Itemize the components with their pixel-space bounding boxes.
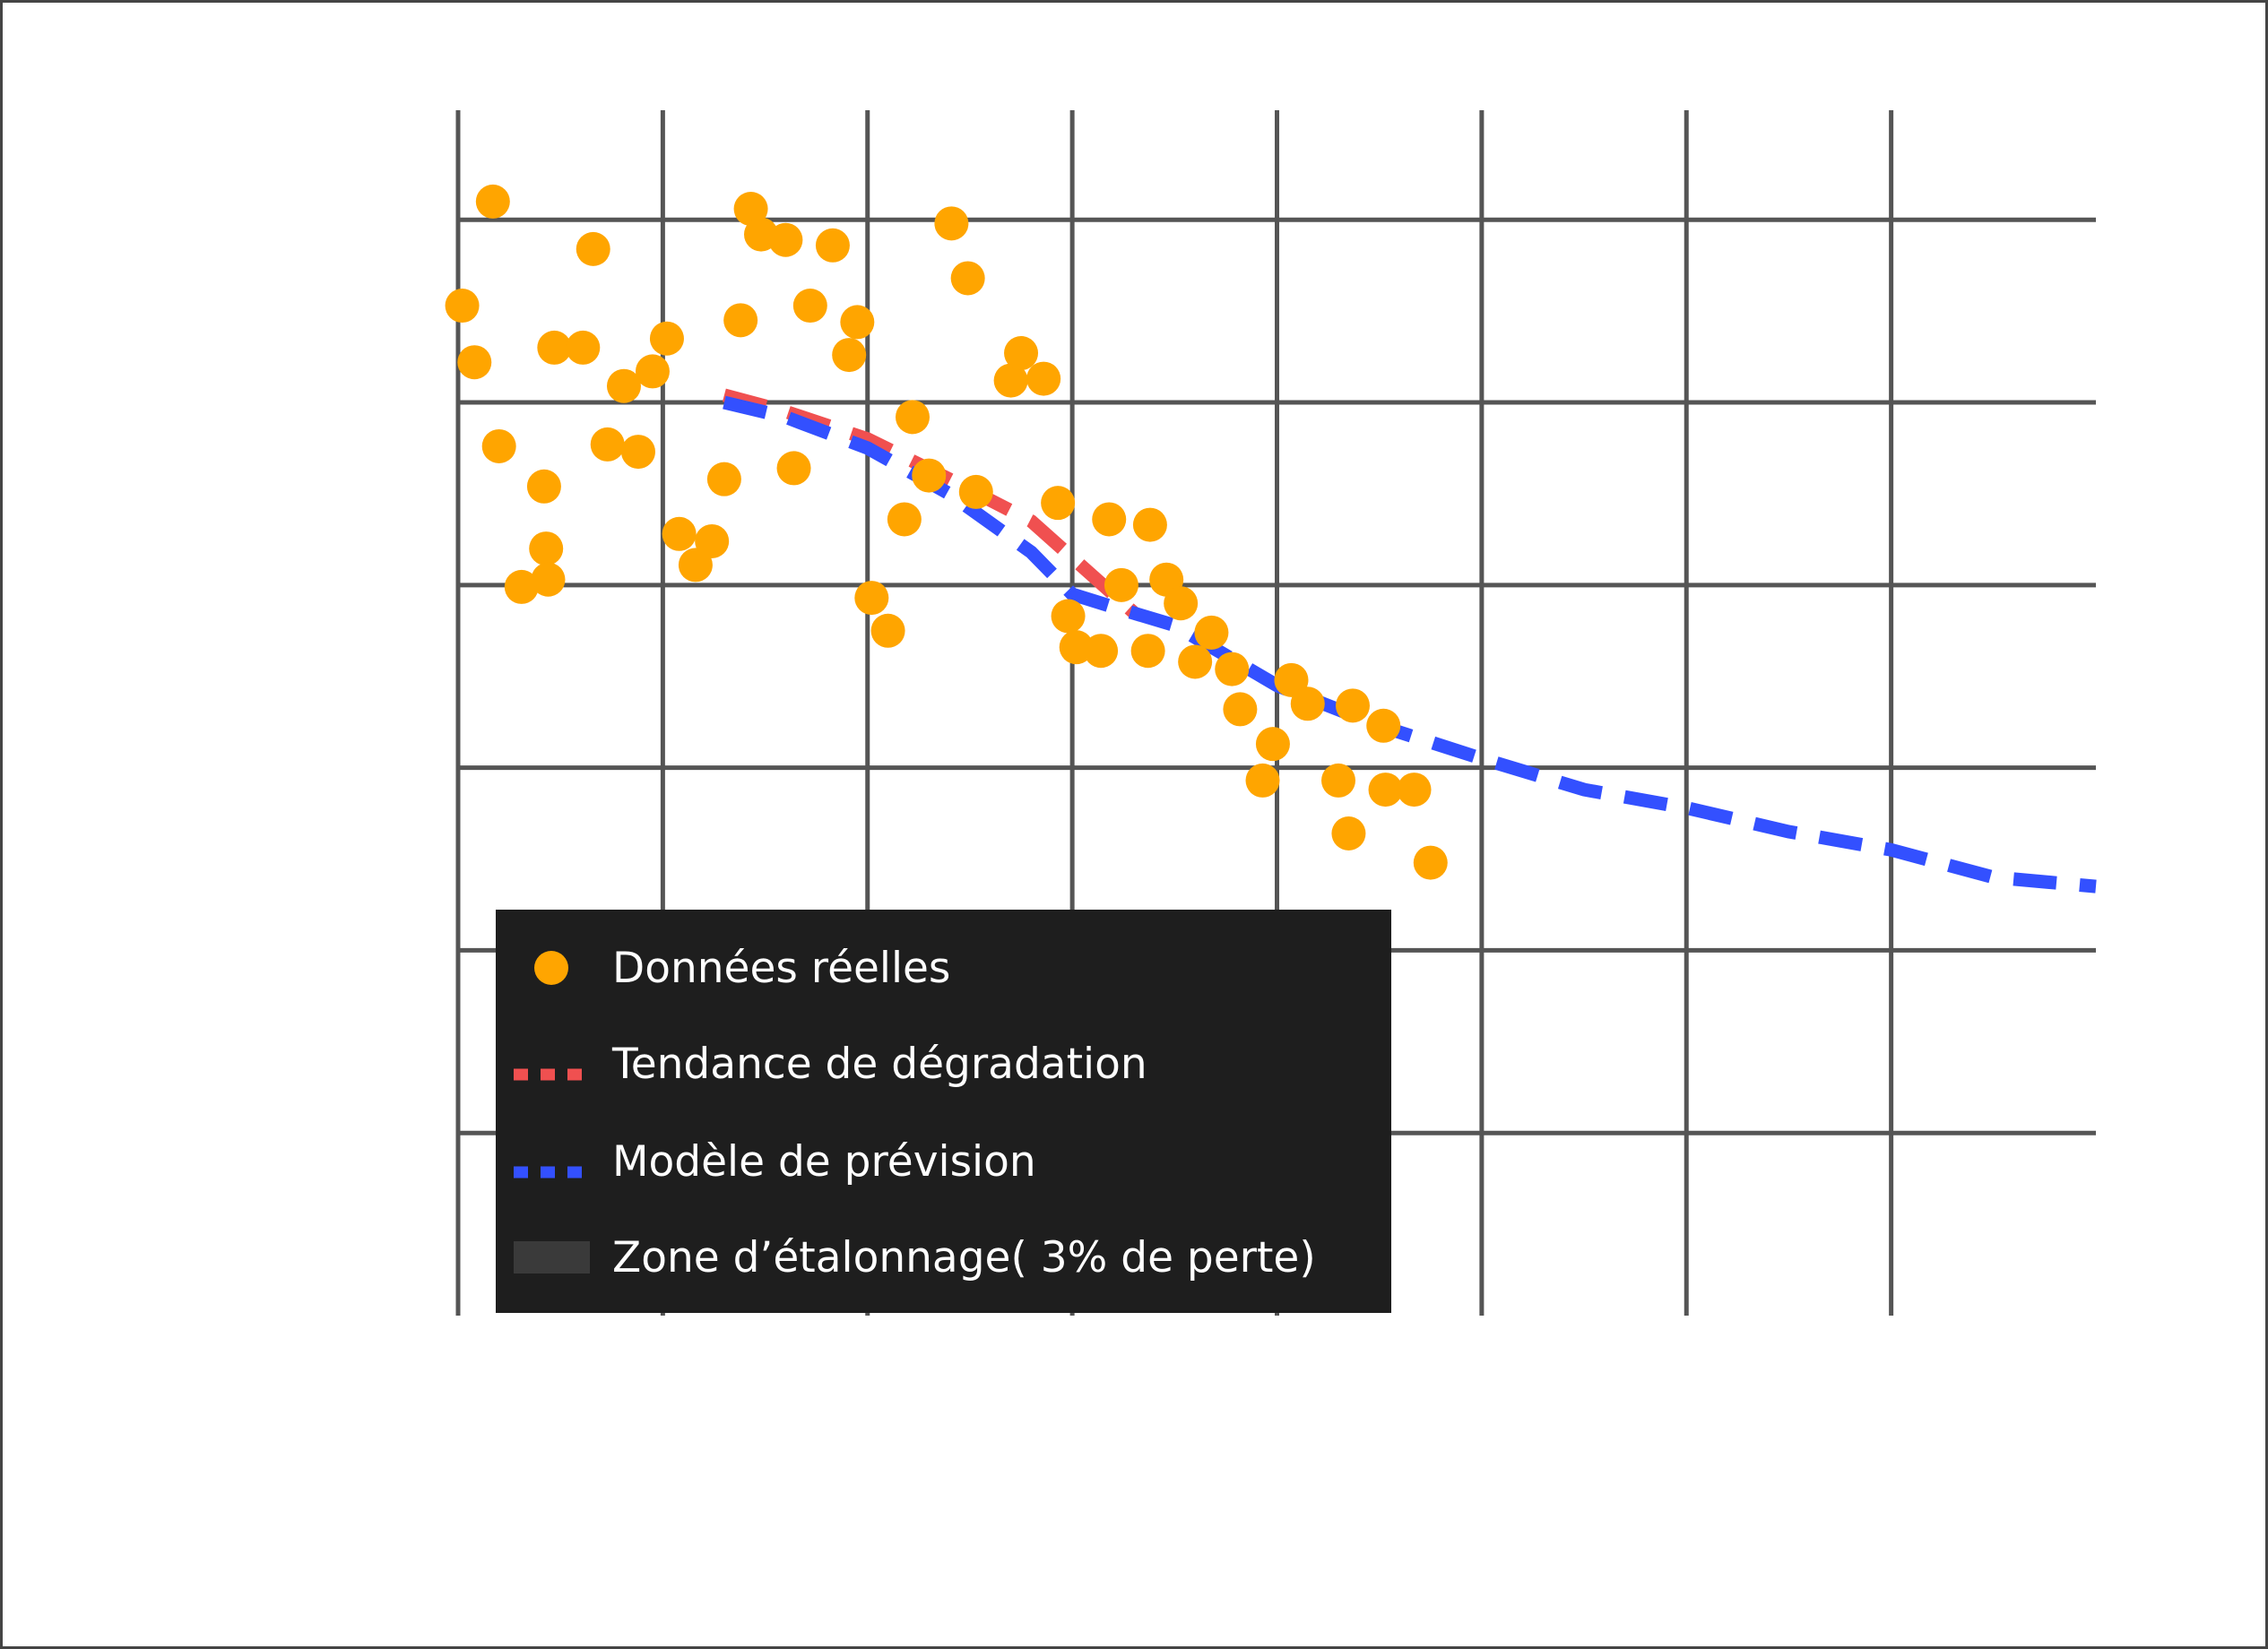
data-point-64 xyxy=(1413,845,1448,880)
data-point-16 xyxy=(662,516,697,551)
data-point-61 xyxy=(1366,708,1401,743)
data-point-50 xyxy=(1178,644,1213,679)
data-point-43 xyxy=(1084,634,1119,669)
legend-box xyxy=(496,910,1391,1313)
x-tick-label-6: 6 xyxy=(1677,1344,1695,1381)
data-point-31 xyxy=(887,502,922,537)
data-point-17 xyxy=(678,548,713,583)
data-point-25 xyxy=(792,289,827,324)
data-point-63 xyxy=(1397,773,1432,807)
data-point-2 xyxy=(475,184,510,219)
data-point-41 xyxy=(1051,599,1086,634)
data-point-36 xyxy=(958,474,993,509)
degradation-trend-line xyxy=(722,388,1138,617)
data-point-33 xyxy=(912,458,947,493)
data-point-24 xyxy=(776,451,811,486)
y-tick-label-0: 95 xyxy=(337,1114,373,1151)
x-tick-label-3: 3 xyxy=(1063,1344,1081,1381)
data-point-21 xyxy=(733,192,768,227)
data-point-62 xyxy=(1368,773,1403,807)
data-point-59 xyxy=(1331,816,1366,850)
data-point-19 xyxy=(706,462,741,496)
data-point-9 xyxy=(566,330,601,365)
x-tick-label-1: 1 xyxy=(654,1344,671,1381)
tick-labels: 0 1 2 3 4 5 6 7 95 96 97 98 99 100 xyxy=(319,201,1900,1381)
data-point-51 xyxy=(1194,615,1229,650)
data-point-54 xyxy=(1245,763,1280,798)
data-point-47 xyxy=(1132,507,1167,542)
data-point-60 xyxy=(1335,688,1370,723)
data-point-38 xyxy=(1004,336,1039,371)
data-point-7 xyxy=(531,562,566,597)
data-point-56 xyxy=(1274,662,1309,697)
data-point-27 xyxy=(832,338,867,373)
data-point-11 xyxy=(590,427,625,462)
data-point-53 xyxy=(1223,692,1258,727)
chart: 0 1 2 3 4 5 6 7 95 96 97 98 99 100 Données réelles Ten… xyxy=(319,110,2097,1381)
y-tick-label-1: 96 xyxy=(337,931,373,968)
data-point-35 xyxy=(950,261,985,296)
data-point-20 xyxy=(723,303,758,338)
data-point-45 xyxy=(1104,567,1138,602)
data-point-32 xyxy=(895,400,930,435)
data-point-30 xyxy=(870,613,905,648)
data-point-39 xyxy=(1026,361,1061,396)
data-point-0 xyxy=(445,289,480,324)
data-point-44 xyxy=(1092,502,1127,537)
data-point-46 xyxy=(1130,634,1165,669)
legend-label-2: Modèle de prévision xyxy=(612,1137,1036,1187)
data-point-8 xyxy=(537,330,572,365)
data-point-6 xyxy=(529,531,564,566)
degradation-trend-series xyxy=(722,388,1138,617)
data-point-23 xyxy=(768,222,803,257)
data-point-15 xyxy=(649,321,684,356)
data-point-1 xyxy=(457,345,492,380)
real-data-series xyxy=(445,184,1448,880)
data-point-5 xyxy=(526,469,561,504)
data-point-3 xyxy=(481,428,516,463)
data-point-52 xyxy=(1215,652,1250,686)
data-point-28 xyxy=(840,305,875,340)
legend: Données réelles Tendance de dégradation Mo… xyxy=(496,910,1391,1313)
data-point-18 xyxy=(695,523,730,558)
legend-marker-real xyxy=(534,951,568,985)
legend-marker-zone xyxy=(514,1241,590,1273)
x-tick-label-7: 7 xyxy=(1883,1344,1900,1381)
x-tick-label-0: 0 xyxy=(449,1344,467,1381)
data-point-26 xyxy=(815,228,850,263)
data-point-58 xyxy=(1321,763,1356,798)
data-point-55 xyxy=(1255,727,1290,762)
data-point-49 xyxy=(1164,586,1199,621)
data-point-40 xyxy=(1041,486,1076,521)
data-point-12 xyxy=(606,368,641,403)
y-tick-label-2: 97 xyxy=(337,749,373,786)
grid xyxy=(455,110,2096,1316)
data-point-14 xyxy=(635,354,670,389)
data-point-13 xyxy=(620,435,655,470)
y-tick-label-3: 98 xyxy=(337,566,373,603)
legend-label-0: Données réelles xyxy=(612,944,950,993)
x-tick-label-5: 5 xyxy=(1473,1344,1491,1381)
data-point-37 xyxy=(993,363,1028,398)
data-point-34 xyxy=(934,206,969,241)
x-tick-label-4: 4 xyxy=(1268,1344,1285,1381)
data-point-57 xyxy=(1290,686,1325,721)
data-point-29 xyxy=(854,581,889,616)
legend-label-1: Tendance de dégradation xyxy=(611,1040,1147,1089)
data-point-4 xyxy=(504,569,539,604)
legend-label-3: Zone d’étalonnage( 3% de perte) xyxy=(612,1233,1316,1282)
x-tick-label-2: 2 xyxy=(859,1344,877,1381)
y-tick-label-4: 99 xyxy=(337,384,373,420)
y-tick-label-5: 100 xyxy=(319,201,373,237)
data-point-10 xyxy=(576,231,610,266)
